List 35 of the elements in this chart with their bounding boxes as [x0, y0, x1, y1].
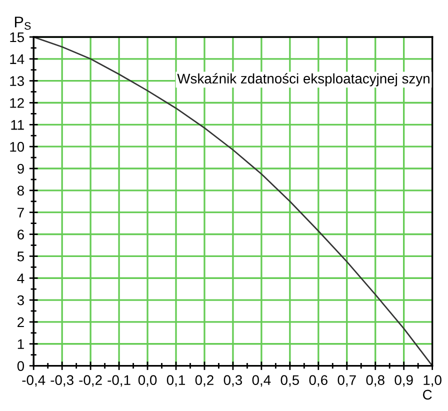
x-tick-label: 0,8 [366, 375, 384, 387]
x-tick-label: 0,6 [309, 375, 328, 387]
line-series [34, 36, 432, 366]
y-tick-label: 14 [10, 54, 24, 64]
y-tick-label: 13 [10, 76, 24, 86]
y-axis-title: P$_{S}$ [14, 16, 31, 30]
y-tick-label: 7 [18, 208, 24, 218]
x-tick-label: 0,2 [195, 375, 214, 387]
x-tick-label: -0,1 [108, 375, 130, 387]
x-tick-label: 0,7 [338, 375, 356, 387]
y-tick-label: 5 [17, 252, 24, 262]
y-tick-label: 10 [10, 142, 24, 152]
y-tick-label: 12 [10, 98, 24, 108]
y-tick-label: 11 [11, 120, 24, 130]
x-tick-label: 0,4 [252, 375, 271, 387]
x-tick-label: 0,0 [138, 375, 157, 387]
y-tick-label: 1 [18, 339, 24, 349]
x-tick-label: -0,2 [79, 375, 102, 387]
x-tick-label: 1,0 [424, 375, 442, 387]
y-tick-label: 2 [18, 317, 24, 327]
x-tick-label: 0,3 [224, 375, 242, 387]
y-tick-label: 9 [18, 164, 24, 174]
x-tick-label: -0,3 [50, 375, 74, 387]
y-tick-label: 3 [17, 295, 24, 306]
x-axis-title: C [422, 390, 432, 400]
y-tick-label: 15 [10, 32, 24, 42]
y-tick-label: 4 [17, 274, 24, 284]
x-tick-label: 0,5 [280, 375, 299, 387]
x-tick-label: 0,9 [394, 375, 413, 387]
y-tick-label: 6 [18, 230, 24, 240]
y-tick-label: 8 [17, 186, 24, 196]
y-tick-label: 0 [17, 361, 24, 371]
x-tick-label: -0,4 [22, 375, 46, 387]
annotation: Wskaźnik zdatności eksploatacyjnej szyn [177, 73, 430, 86]
x-tick-label: 0,1 [166, 375, 185, 387]
